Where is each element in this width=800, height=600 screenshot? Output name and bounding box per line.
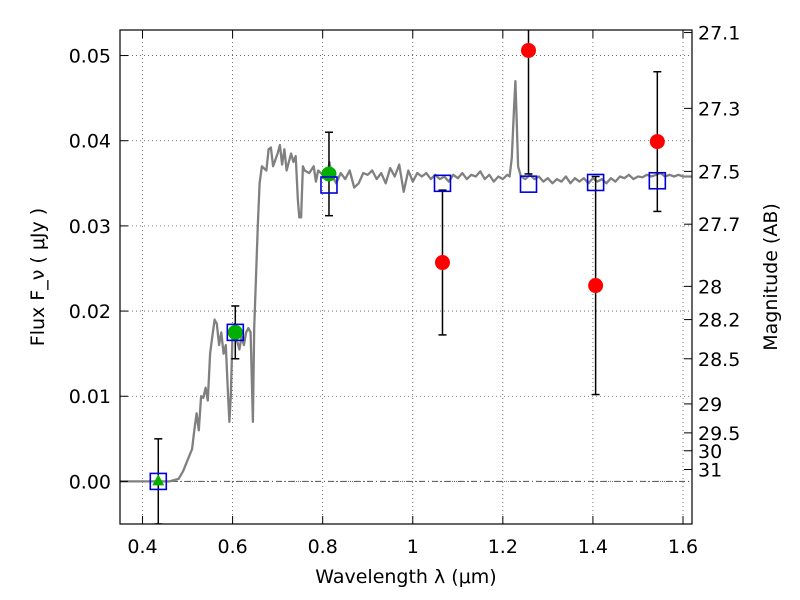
y2-tick-label: 31 xyxy=(698,459,722,481)
x-tick-label: 1 xyxy=(407,536,419,558)
detection-point xyxy=(227,324,243,340)
y2-tick-label: 27.7 xyxy=(698,214,740,236)
x-tick-label: 0.6 xyxy=(217,536,247,558)
model-photometry-square xyxy=(226,323,245,342)
y-tick-label: 0.00 xyxy=(69,471,111,493)
y-tick-label: 0.03 xyxy=(69,216,111,238)
x-tick-label: 1.2 xyxy=(488,536,518,558)
y-tick-label: 0.05 xyxy=(69,46,111,68)
y2-axis-title: Magnitude (AB) xyxy=(760,203,782,351)
model-photometry-square xyxy=(149,472,168,491)
plot-frame xyxy=(119,29,693,525)
model-photometry-square xyxy=(586,173,605,192)
y2-tick-label: 27.1 xyxy=(698,23,740,45)
detection-point xyxy=(321,166,337,182)
x-axis-ticks: 0.4 0.6 0.8 1 1.2 1.4 1.6 xyxy=(127,30,698,558)
model-photometry-square xyxy=(648,171,667,190)
y2-tick-label: 27.3 xyxy=(698,98,740,120)
x-axis-title: Wavelength λ (μm) xyxy=(315,566,496,588)
non-detection-point xyxy=(649,134,665,150)
model-photometry-points xyxy=(149,171,667,491)
y2-tick-label: 28.2 xyxy=(698,310,740,332)
model-photometry-square xyxy=(519,175,538,193)
upper-limit-triangle xyxy=(152,474,165,486)
y2-tick-label: 29 xyxy=(698,394,722,416)
y2-tick-label: 27.5 xyxy=(698,161,740,183)
plot-background xyxy=(120,30,692,524)
x-tick-label: 0.4 xyxy=(127,536,157,558)
x-tick-label: 0.8 xyxy=(308,536,338,558)
model-photometry-square xyxy=(433,174,452,193)
grid xyxy=(120,30,692,524)
y2-tick-label: 30 xyxy=(698,441,722,463)
y2-tick-label: 28.5 xyxy=(698,349,740,371)
y-tick-label: 0.04 xyxy=(69,131,111,153)
y2-tick-label: 28 xyxy=(698,276,722,298)
non-detection-point xyxy=(434,255,450,271)
y-axis-title: Flux F_ν ( μJy ) xyxy=(27,208,49,346)
error-bars xyxy=(154,30,662,524)
y-tick-label: 0.02 xyxy=(69,301,111,323)
model-photometry-square xyxy=(320,176,338,194)
non-detection-point xyxy=(588,278,604,294)
non-detection-point xyxy=(521,42,537,58)
y-tick-label: 0.01 xyxy=(69,386,111,408)
y2-tick-label: 29.5 xyxy=(698,423,740,445)
x-tick-label: 1.4 xyxy=(578,536,608,558)
x-tick-label: 1.6 xyxy=(668,536,698,558)
y-axis-ticks: 0.00 0.01 0.02 0.03 0.04 0.05 xyxy=(69,46,128,493)
